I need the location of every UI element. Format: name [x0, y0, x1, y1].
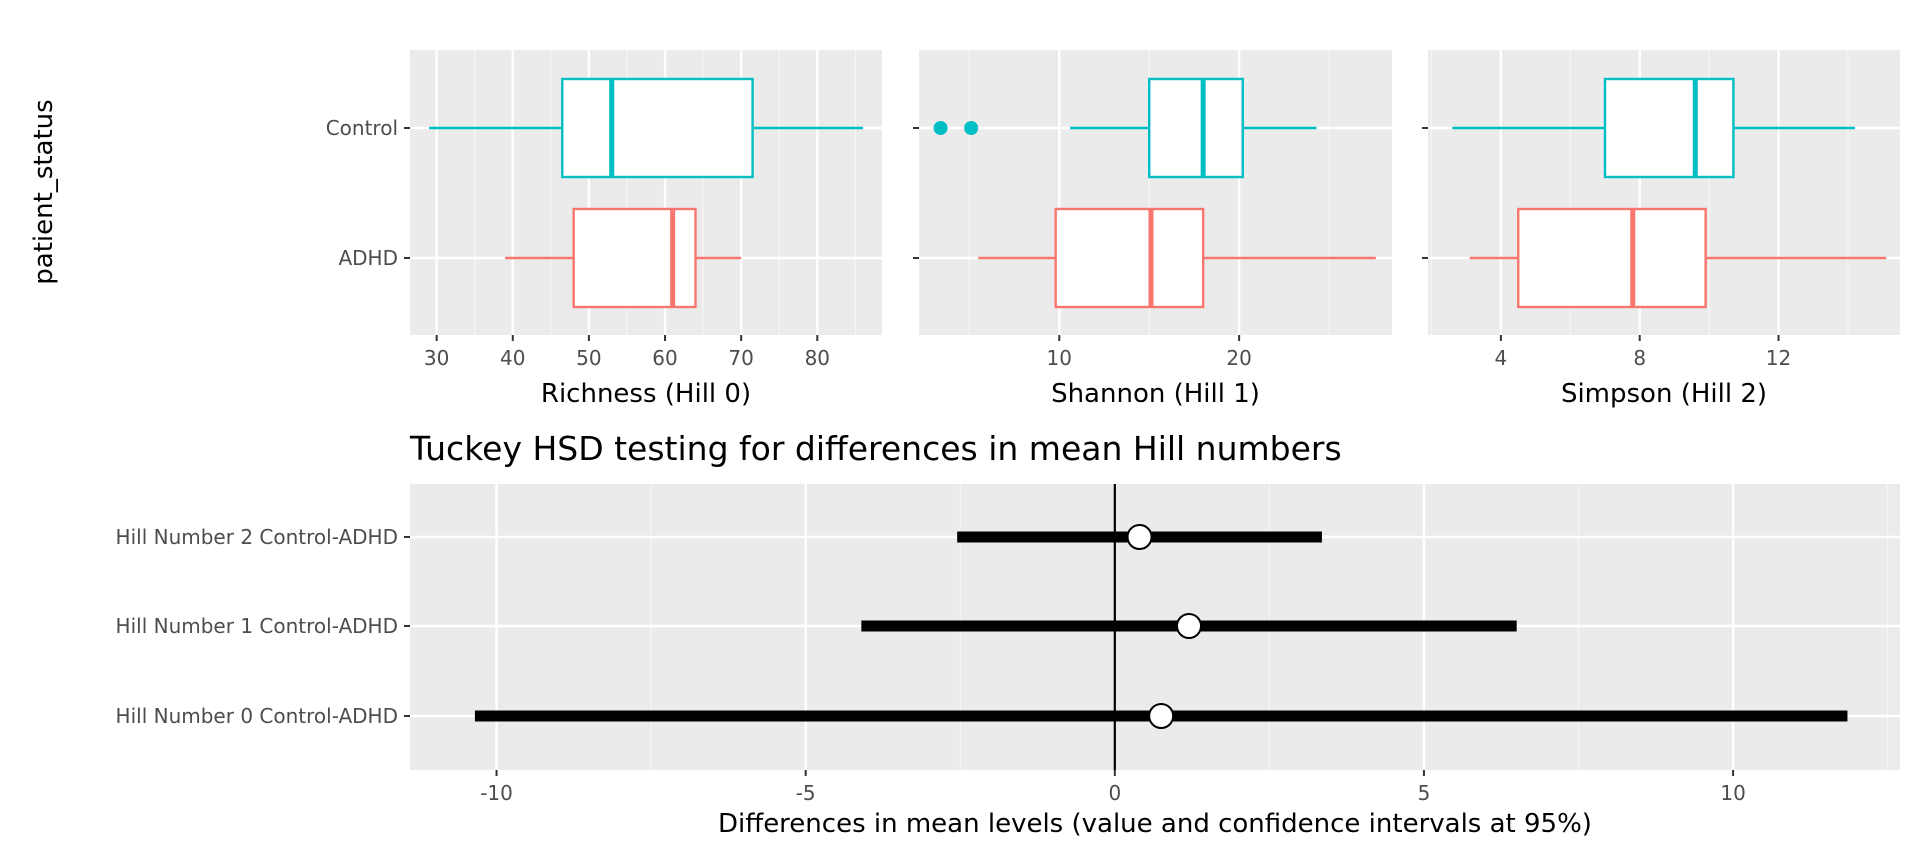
- x-axis-title-simpson: Simpson (Hill 2): [1561, 379, 1767, 409]
- x-tick-label: 50: [576, 346, 601, 370]
- x-tick-label: 40: [500, 346, 525, 370]
- chart-marks: [429, 77, 1887, 770]
- box: [572, 207, 697, 309]
- x-tick-label: -10: [480, 781, 513, 805]
- box: [1148, 77, 1244, 179]
- x-axis-title-richness: Richness (Hill 0): [541, 379, 751, 409]
- x-tick-label: -5: [796, 781, 816, 805]
- outlier-point: [964, 121, 979, 135]
- x-axis-title-shannon: Shannon (Hill 1): [1051, 379, 1260, 409]
- x-tick-label: 70: [728, 346, 753, 370]
- x-tick-label: 80: [805, 346, 830, 370]
- box: [561, 77, 754, 179]
- x-tick-label: 10: [1720, 781, 1745, 805]
- x-tick-label: 60: [652, 346, 677, 370]
- y-tick-label: Hill Number 2 Control-ADHD: [116, 525, 398, 549]
- box: [1603, 77, 1735, 179]
- y-tick-label: Hill Number 0 Control-ADHD: [116, 704, 398, 728]
- x-tick-label: 4: [1495, 346, 1508, 370]
- y-tick-label: Hill Number 1 Control-ADHD: [116, 614, 398, 638]
- outlier-point: [933, 121, 948, 135]
- x-tick-label: 0: [1108, 781, 1121, 805]
- x-tick-label: 8: [1633, 346, 1646, 370]
- x-axis-title-differences: Differences in mean levels (value and co…: [718, 809, 1592, 839]
- chart-text: 30 40 50 60 70 80 Control ADHD 10 20 4 8 12 -10 -5 0 5 10…: [116, 116, 1792, 805]
- box: [1517, 207, 1707, 309]
- x-tick-label: 30: [424, 346, 449, 370]
- y-tick-label: Control: [326, 116, 398, 140]
- x-tick-label: 10: [1047, 346, 1072, 370]
- x-tick-label: 12: [1766, 346, 1791, 370]
- plot-title: Tuckey HSD testing for differences in me…: [409, 429, 1342, 468]
- point-estimate: [1148, 703, 1175, 729]
- y-tick-label: ADHD: [338, 246, 398, 270]
- point-estimate: [1176, 613, 1203, 639]
- y-axis-title: patient_status: [29, 99, 59, 284]
- box: [1054, 207, 1205, 309]
- x-tick-label: 5: [1418, 781, 1431, 805]
- point-estimate: [1126, 524, 1153, 550]
- x-tick-label: 20: [1226, 346, 1251, 370]
